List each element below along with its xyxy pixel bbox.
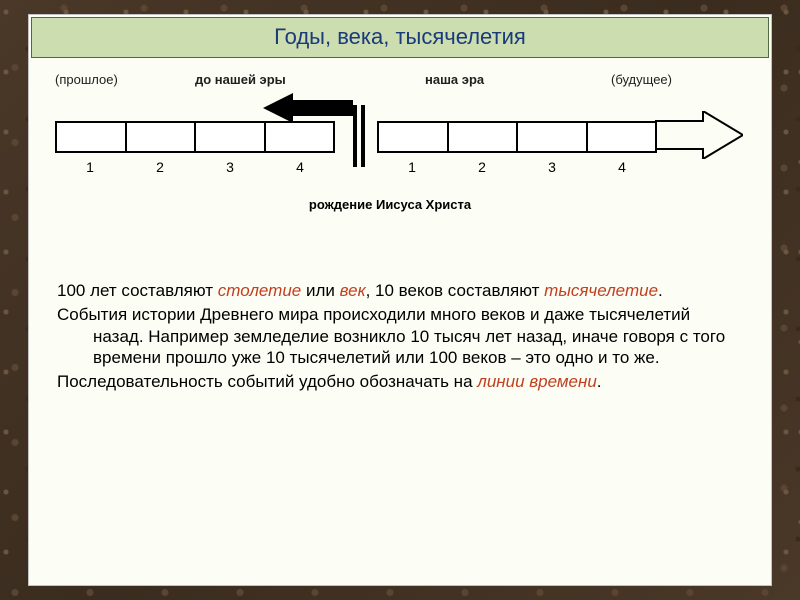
timeline-cell	[379, 123, 449, 151]
numbers-bc: 1 2 3 4	[55, 159, 335, 175]
timeline-number: 1	[377, 159, 447, 175]
timeline-number: 1	[55, 159, 125, 175]
highlight-timeline: линии времени	[477, 372, 597, 391]
timeline-cell	[57, 123, 127, 151]
highlight-vek: век	[340, 281, 366, 300]
era-divider	[351, 105, 367, 167]
timeline-number: 3	[195, 159, 265, 175]
paragraph-1: 100 лет составляют столетие или век, 10 …	[57, 280, 743, 302]
highlight-millennium: тысячелетие	[544, 281, 658, 300]
highlight-century: столетие	[218, 281, 301, 300]
title-bar: Годы, века, тысячелетия	[31, 17, 769, 58]
timeline-cell	[266, 123, 334, 151]
timeline-number: 3	[517, 159, 587, 175]
timeline-cell	[518, 123, 588, 151]
arrow-left-icon	[263, 93, 353, 123]
label-ad: наша эра	[375, 72, 575, 87]
content-card: Годы, века, тысячелетия (прошлое) до наш…	[28, 14, 772, 586]
arrow-right-icon	[655, 111, 743, 159]
timeline-number: 4	[587, 159, 657, 175]
timeline-number: 2	[447, 159, 517, 175]
paragraph-3: Последовательность событий удобно обозна…	[57, 371, 743, 393]
page-title: Годы, века, тысячелетия	[274, 24, 526, 49]
timeline-diagram: 1 2 3 4 1 2 3 4	[55, 93, 745, 179]
content-area: (прошлое) до нашей эры наша эра (будущее…	[29, 58, 771, 405]
label-past: (прошлое)	[55, 72, 195, 87]
timeline-cell	[196, 123, 266, 151]
paragraph-2: События истории Древнего мира происходил…	[57, 304, 743, 369]
era-labels-row: (прошлое) до нашей эры наша эра (будущее…	[55, 72, 745, 87]
timeline-cell	[449, 123, 519, 151]
timeline-boxes-ad	[377, 121, 657, 153]
timeline-cell	[588, 123, 656, 151]
timeline-boxes-bc	[55, 121, 335, 153]
label-bc: до нашей эры	[195, 72, 375, 87]
body-text: 100 лет составляют столетие или век, 10 …	[55, 280, 745, 393]
timeline-number: 2	[125, 159, 195, 175]
birth-label: рождение Иисуса Христа	[35, 197, 745, 212]
timeline-cell	[127, 123, 197, 151]
timeline-number: 4	[265, 159, 335, 175]
label-future: (будущее)	[575, 72, 745, 87]
numbers-ad: 1 2 3 4	[377, 159, 657, 175]
